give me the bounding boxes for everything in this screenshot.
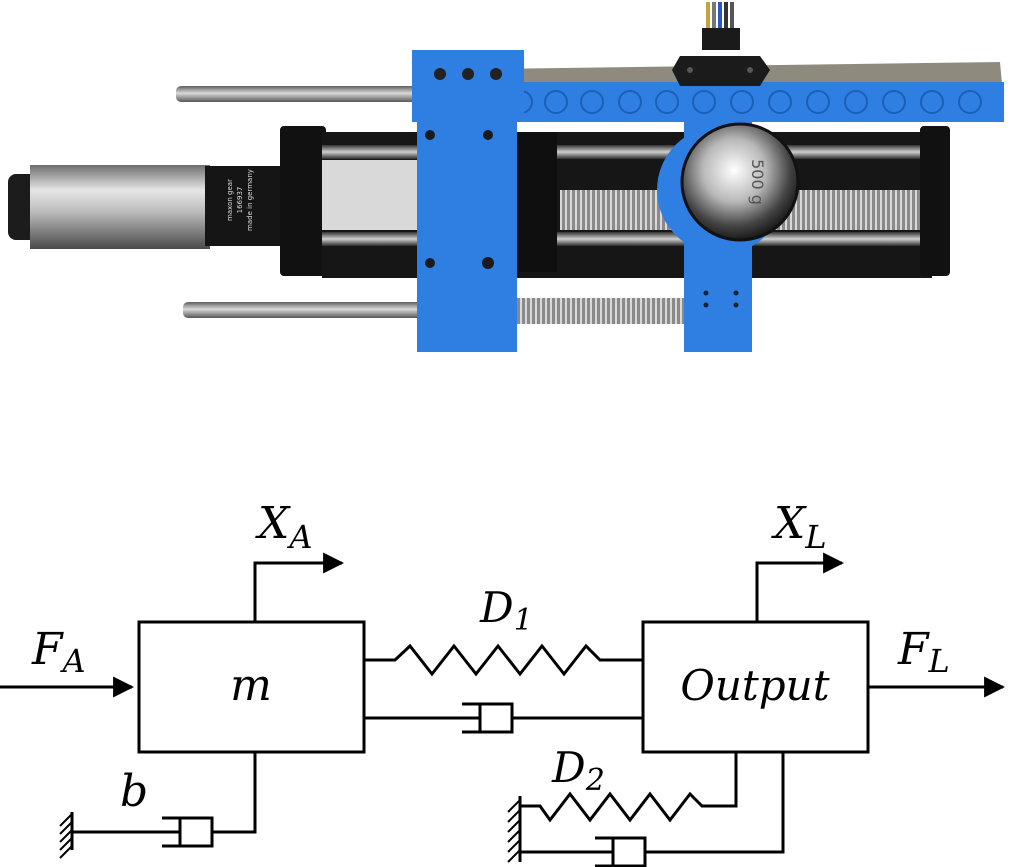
mass-block <box>137 620 366 754</box>
damper-lower-right <box>507 752 785 867</box>
actuator-photo: maxon gear 166937 made in germany <box>8 2 1004 352</box>
upper-guide-rod <box>176 86 428 102</box>
spring-d1 <box>364 643 643 677</box>
left-end-plate <box>280 126 326 276</box>
fa-label: FA <box>31 624 86 680</box>
motor: maxon gear 166937 made in germany <box>8 165 285 249</box>
motor-label-1: maxon gear <box>226 179 234 221</box>
output-label: Output <box>680 661 829 710</box>
fl-label: FL <box>897 624 950 680</box>
mass-label: m <box>230 660 272 711</box>
b-label: b <box>120 766 148 817</box>
encoder-read-head <box>672 2 770 86</box>
blue-carriage-left <box>412 50 557 352</box>
xa-label: XA <box>255 498 312 556</box>
xl-label: XL <box>771 498 827 556</box>
lower-spindle <box>515 298 687 324</box>
motor-label-2: 166937 <box>236 187 244 214</box>
right-end-plate <box>920 126 950 276</box>
d1-label: D1 <box>479 583 533 638</box>
xa-arrow <box>253 552 345 622</box>
motor-label-3: made in germany <box>246 169 254 231</box>
xl-arrow <box>755 552 845 622</box>
weight-marking: 500 g <box>748 159 767 205</box>
damper-middle <box>364 702 643 734</box>
chrome-weight: 500 g <box>680 122 800 242</box>
damper-b <box>59 752 257 859</box>
lower-guide-rod <box>183 302 433 318</box>
spring-d2 <box>520 752 738 823</box>
d2-label: D2 <box>551 743 605 798</box>
